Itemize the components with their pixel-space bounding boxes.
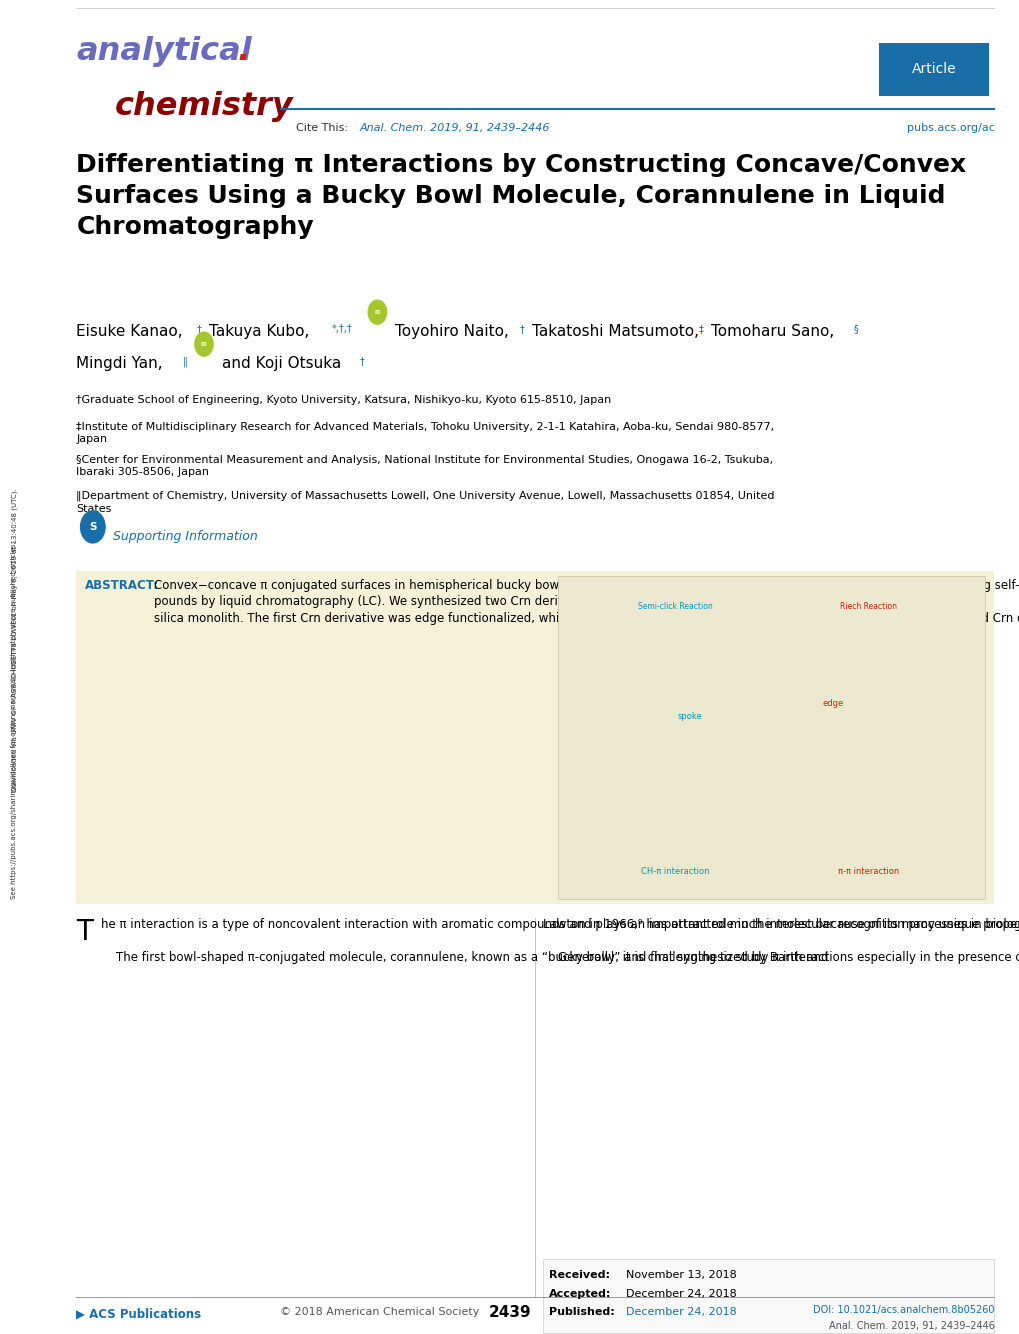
Text: Riech Reaction: Riech Reaction — [840, 602, 897, 611]
Text: Tomoharu Sano,: Tomoharu Sano, — [710, 324, 834, 339]
Text: ‡Institute of Multidisciplinary Research for Advanced Materials, Tohoku Universi: ‡Institute of Multidisciplinary Research… — [76, 422, 773, 444]
Text: †: † — [520, 324, 525, 334]
Text: © 2018 American Chemical Society: © 2018 American Chemical Society — [280, 1307, 479, 1317]
Text: †Graduate School of Engineering, Kyoto University, Katsura, Nishikyo-ku, Kyoto 6: †Graduate School of Engineering, Kyoto U… — [76, 395, 611, 404]
Text: December 24, 2018: December 24, 2018 — [626, 1289, 736, 1298]
Text: DOI: 10.1021/acs.analchem.8b05260: DOI: 10.1021/acs.analchem.8b05260 — [812, 1305, 994, 1314]
Text: ‖Department of Chemistry, University of Massachusetts Lowell, One University Ave: ‖Department of Chemistry, University of … — [76, 491, 774, 514]
Text: November 13, 2018: November 13, 2018 — [626, 1270, 736, 1279]
Text: Supporting Information: Supporting Information — [113, 530, 258, 543]
Text: †: † — [197, 324, 202, 334]
Text: 2439: 2439 — [488, 1305, 531, 1319]
Text: pubs.acs.org/ac: pubs.acs.org/ac — [906, 123, 994, 132]
Bar — [558, 576, 984, 899]
Text: *,†,†: *,†,† — [331, 324, 352, 334]
Text: Cite This:: Cite This: — [296, 123, 351, 132]
Bar — [76, 571, 994, 904]
Text: Takatoshi Matsumoto,: Takatoshi Matsumoto, — [532, 324, 699, 339]
Text: Semi-click Reaction: Semi-click Reaction — [637, 602, 711, 611]
Text: ‡: ‡ — [698, 324, 703, 334]
Text: iD: iD — [374, 309, 380, 315]
Text: §Center for Environmental Measurement and Analysis, National Institute for Envir: §Center for Environmental Measurement an… — [76, 455, 772, 478]
Text: Differentiating π Interactions by Constructing Concave/Convex
Surfaces Using a B: Differentiating π Interactions by Constr… — [76, 153, 966, 239]
Text: he π interaction is a type of noncovalent interaction with aromatic compounds an: he π interaction is a type of noncovalen… — [101, 918, 1019, 963]
Circle shape — [195, 332, 213, 356]
Text: ▶ ACS Publications: ▶ ACS Publications — [76, 1307, 202, 1321]
Text: CH-π interaction: CH-π interaction — [640, 867, 708, 876]
Circle shape — [81, 511, 105, 543]
Bar — [542, 1259, 994, 1333]
Text: ABSTRACT:: ABSTRACT: — [85, 579, 159, 592]
Text: Received:: Received: — [548, 1270, 609, 1279]
Text: †: † — [360, 356, 365, 366]
Text: Mingdi Yan,: Mingdi Yan, — [76, 356, 163, 371]
Text: December 24, 2018: December 24, 2018 — [626, 1307, 736, 1317]
Text: Convex−concave π conjugated surfaces in hemispherical bucky bowl such as corannu: Convex−concave π conjugated surfaces in … — [154, 579, 1019, 624]
Text: .: . — [237, 36, 250, 67]
Text: Downloaded via UNIV OF MASSACHUSETTS LOWELL on May 6, 2019 at 13:40:48 (UTC).: Downloaded via UNIV OF MASSACHUSETTS LOW… — [11, 488, 17, 792]
Text: Accepted:: Accepted: — [548, 1289, 611, 1298]
Text: Anal. Chem. 2019, 91, 2439–2446: Anal. Chem. 2019, 91, 2439–2446 — [827, 1321, 994, 1330]
Text: and Koji Otsuka: and Koji Otsuka — [222, 356, 341, 371]
Text: Toyohiro Naito,: Toyohiro Naito, — [394, 324, 508, 339]
Text: iD: iD — [201, 342, 207, 347]
Text: §: § — [853, 324, 858, 334]
Circle shape — [368, 300, 386, 324]
Text: See https://pubs.acs.org/sharingguidelines for options on how to legitimately sh: See https://pubs.acs.org/sharingguidelin… — [11, 542, 17, 899]
Text: π-π interaction: π-π interaction — [838, 867, 899, 876]
Text: spoke: spoke — [678, 712, 702, 720]
Text: Anal. Chem. 2019, 91, 2439–2446: Anal. Chem. 2019, 91, 2439–2446 — [360, 123, 550, 132]
Text: chemistry: chemistry — [115, 91, 293, 121]
Text: Takuya Kubo,: Takuya Kubo, — [209, 324, 309, 339]
Text: ‖: ‖ — [182, 356, 187, 367]
Text: Lawton in 1966,⁹ has attracted much interest because of its many unique properti: Lawton in 1966,⁹ has attracted much inte… — [542, 918, 1019, 963]
Text: Article: Article — [911, 63, 956, 76]
Text: Published:: Published: — [548, 1307, 614, 1317]
Text: S: S — [89, 522, 97, 532]
Text: Eisuke Kanao,: Eisuke Kanao, — [76, 324, 183, 339]
Text: T: T — [76, 918, 94, 946]
Text: analytical: analytical — [76, 36, 252, 67]
Text: edge: edge — [821, 699, 843, 708]
Bar — [878, 43, 988, 96]
